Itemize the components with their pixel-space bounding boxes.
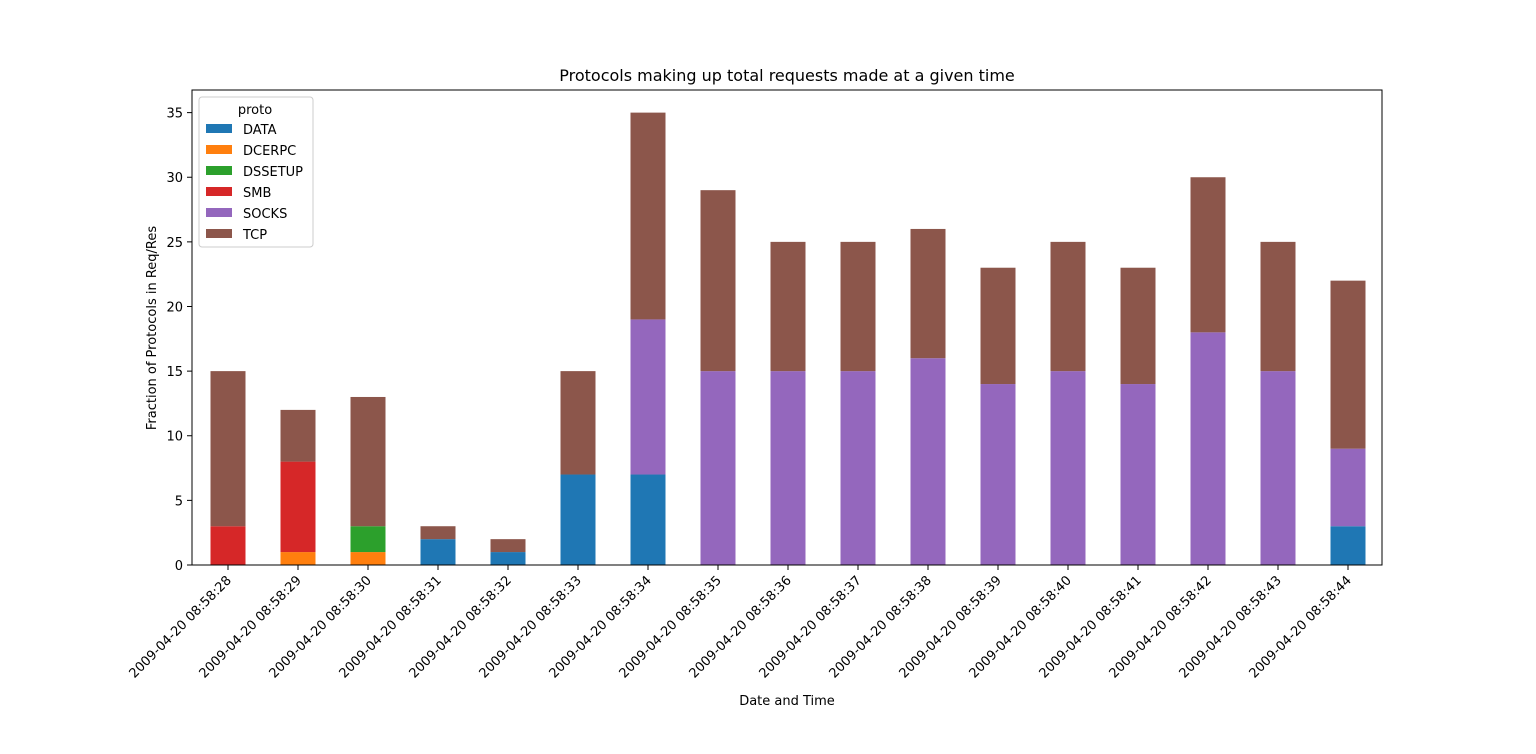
bar-socks-12 [1050,371,1086,565]
legend-label-smb: SMB [243,186,271,201]
plot-area-frame [191,89,1383,566]
bar-socks-9 [840,371,876,565]
y-tick-label: 15 [166,365,183,380]
bar-tcp-13 [1120,267,1156,385]
legend-label-data: DATA [243,123,277,138]
y-tick-label: 10 [166,430,183,445]
bar-data-4 [490,552,526,565]
bar-socks-13 [1120,384,1156,565]
bar-tcp-15 [1260,241,1296,372]
bar-tcp-7 [700,190,736,372]
bar-socks-10 [910,358,946,565]
bar-dssetup-2 [350,526,386,553]
legend-swatch-data [206,124,232,133]
bar-socks-8 [770,371,806,565]
legend-swatch-tcp [206,229,232,238]
bar-tcp-10 [910,228,946,359]
bar-dcerpc-1 [280,552,316,565]
bar-socks-7 [700,371,736,565]
legend-label-tcp: TCP [242,228,267,243]
bar-tcp-6 [630,112,666,320]
bar-data-16 [1330,526,1366,565]
bar-tcp-12 [1050,241,1086,372]
bars-layer [210,112,1366,565]
bar-tcp-16 [1330,280,1366,449]
legend-swatch-dssetup [206,166,232,175]
bar-socks-11 [980,384,1016,565]
bar-tcp-2 [350,396,386,527]
legend-swatch-socks [206,208,232,217]
y-tick-label: 35 [166,107,183,122]
bar-tcp-8 [770,241,806,372]
bar-tcp-0 [210,371,246,527]
bar-dcerpc-2 [350,552,386,565]
legend-title: proto [238,103,272,118]
chart-title: Protocols making up total requests made … [559,66,1015,85]
legend-swatch-smb [206,187,232,196]
bar-tcp-4 [490,539,526,553]
bar-tcp-3 [420,526,456,540]
y-tick-label: 20 [166,300,183,315]
bar-socks-14 [1190,332,1226,565]
bar-data-3 [420,539,456,565]
legend-label-dssetup: DSSETUP [243,165,303,180]
bar-smb-1 [280,461,316,553]
bar-socks-15 [1260,371,1296,565]
bar-tcp-5 [560,371,596,475]
x-axis-label: Date and Time [739,694,835,709]
bar-tcp-1 [280,409,316,462]
y-tick-label: 5 [175,494,183,509]
y-axis: 0 5 10 15 20 25 30 35 [166,107,192,574]
legend-label-socks: SOCKS [243,207,287,222]
legend-swatch-dcerpc [206,145,232,154]
bar-tcp-9 [840,241,876,372]
y-tick-label: 25 [166,236,183,251]
bar-socks-6 [630,319,666,475]
bar-tcp-14 [1190,177,1226,333]
legend-label-dcerpc: DCERPC [243,144,296,159]
legend: proto DATA DCERPC DSSETUP SMB SOCKS TCP [198,96,314,248]
y-axis-label: Fraction of Protocols in Req/Res [145,226,160,430]
bar-data-5 [560,474,596,565]
bar-socks-16 [1330,448,1366,527]
y-tick-label: 30 [166,171,183,186]
bar-tcp-11 [980,267,1016,385]
bar-data-6 [630,474,666,565]
y-tick-label: 0 [175,559,183,574]
bar-smb-0 [210,526,246,565]
